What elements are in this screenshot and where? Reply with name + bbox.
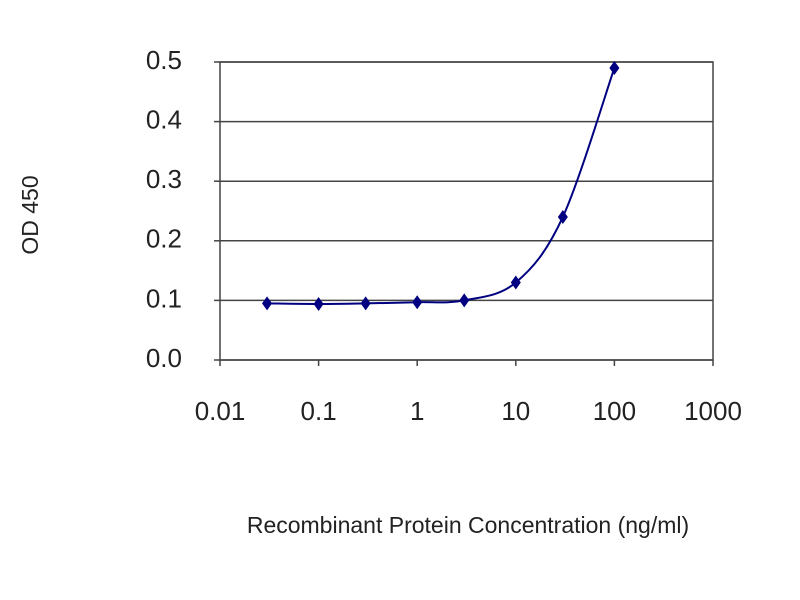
data-point (459, 293, 470, 308)
data-point (262, 296, 273, 311)
data-point (609, 60, 620, 75)
data-point (510, 275, 521, 290)
x-tick-label: 100 (593, 396, 636, 426)
x-tick-label: 1000 (684, 396, 742, 426)
plot-frame (219, 61, 714, 361)
x-tick-label: 1 (410, 396, 424, 426)
x-tick-label: 10 (501, 396, 530, 426)
y-tick-label: 0.2 (146, 224, 182, 254)
x-tick-label: 0.01 (195, 396, 246, 426)
y-tick-label: 0.5 (146, 45, 182, 75)
y-tick-label: 0.1 (146, 283, 182, 313)
x-tick-label: 0.1 (301, 396, 337, 426)
data-point (557, 209, 568, 224)
y-tick-label: 0.4 (146, 104, 182, 134)
y-axis-title: OD 450 (17, 175, 43, 254)
data-point (412, 295, 423, 310)
y-tick-label: 0.3 (146, 164, 182, 194)
x-axis-title: Recombinant Protein Concentration (ng/ml… (247, 512, 689, 538)
y-tick-label: 0.0 (146, 343, 182, 373)
data-point (313, 296, 324, 311)
data-point (360, 296, 371, 311)
